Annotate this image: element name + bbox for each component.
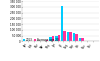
- Legend: 2013, Average age 20: 2013, Average age 20: [22, 37, 59, 42]
- Bar: [81, 38, 84, 41]
- Bar: [46, 40, 48, 41]
- Bar: [64, 31, 66, 41]
- Bar: [57, 35, 60, 41]
- Bar: [61, 6, 64, 41]
- Bar: [75, 34, 78, 41]
- Bar: [67, 32, 69, 41]
- Bar: [55, 36, 57, 41]
- Bar: [69, 32, 72, 41]
- Bar: [52, 36, 54, 41]
- Bar: [49, 37, 52, 41]
- Bar: [79, 38, 81, 41]
- Bar: [73, 33, 75, 41]
